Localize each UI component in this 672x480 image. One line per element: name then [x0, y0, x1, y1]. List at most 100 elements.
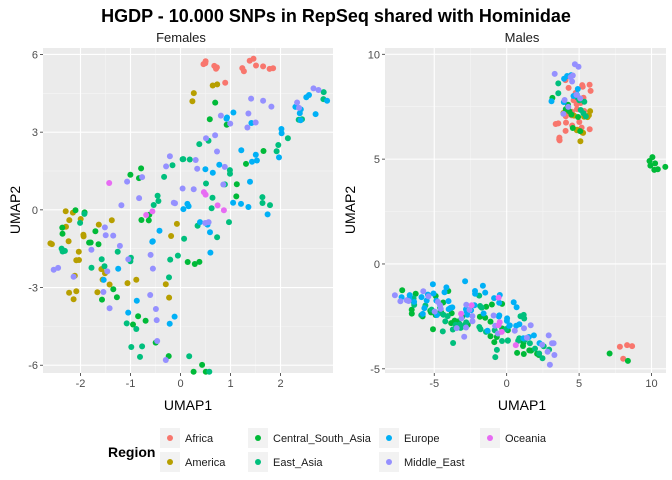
data-point-europe	[462, 278, 469, 285]
data-point-middle-east	[560, 110, 567, 117]
data-point-middle-east	[490, 312, 497, 319]
data-point-east-asia	[267, 202, 273, 209]
data-point-middle-east	[569, 72, 576, 79]
data-point-central-south-asia	[142, 317, 149, 324]
data-point-middle-east	[194, 165, 201, 172]
data-point-east-asia	[81, 210, 88, 217]
panel-title-males: Males	[505, 30, 540, 45]
data-point-middle-east	[116, 242, 123, 249]
plot-background	[43, 48, 333, 373]
data-point-europe	[491, 295, 498, 302]
data-point-east-asia	[61, 247, 68, 254]
data-point-america	[47, 240, 54, 247]
data-point-africa	[563, 119, 569, 126]
data-point-oceania	[495, 294, 502, 301]
data-point-middle-east	[124, 178, 131, 185]
legend-item-east-asia: East_Asia	[248, 452, 323, 472]
y-tick-label: 5	[374, 154, 380, 166]
data-point-europe	[207, 249, 214, 256]
data-point-middle-east	[190, 186, 197, 193]
legend-swatch	[487, 435, 493, 441]
y-axis-label: UMAP2	[7, 186, 23, 234]
data-point-europe	[171, 313, 178, 320]
data-point-america	[66, 289, 73, 296]
data-point-america	[190, 90, 197, 97]
data-point-middle-east	[545, 332, 552, 339]
legend-item-america: America	[160, 452, 226, 472]
data-point-america	[214, 81, 221, 88]
data-point-central-south-asia	[568, 111, 575, 118]
data-point-america	[166, 294, 173, 301]
data-point-europe	[429, 281, 436, 288]
data-point-oceania	[106, 180, 113, 186]
data-point-middle-east	[466, 306, 473, 313]
data-point-oceania	[214, 202, 221, 209]
data-point-middle-east	[294, 99, 301, 106]
data-point-middle-east	[569, 78, 576, 85]
data-point-east-asia	[439, 328, 446, 335]
data-point-central-south-asia	[624, 357, 631, 364]
panel-males: Males -5 0 5 10 -5 0 5 10 UMAP1 UMAP2	[342, 30, 669, 413]
data-point-middle-east	[551, 352, 558, 358]
x-tick-label: 10	[645, 378, 657, 390]
y-tick-label: 0	[374, 259, 380, 271]
data-point-east-asia	[186, 156, 193, 163]
data-point-central-south-asia	[92, 228, 99, 235]
legend-swatch	[386, 435, 392, 441]
data-point-east-asia	[88, 264, 95, 271]
data-point-east-asia	[442, 318, 449, 325]
data-point-europe	[506, 322, 513, 329]
y-tick-label: 3	[32, 127, 38, 139]
data-point-central-south-asia	[662, 163, 669, 170]
legend-label: Europe	[404, 433, 439, 445]
data-point-central-south-asia	[487, 333, 494, 340]
data-point-central-south-asia	[233, 181, 240, 188]
x-tick-labels: -5 0 5 10	[429, 373, 658, 390]
data-point-central-south-asia	[199, 361, 206, 368]
data-point-africa	[250, 55, 257, 62]
data-point-africa	[616, 343, 623, 350]
data-point-europe	[496, 312, 503, 319]
data-point-east-asia	[98, 256, 105, 263]
data-point-america	[173, 220, 180, 227]
legend-item-europe: Europe	[379, 428, 439, 448]
data-point-central-south-asia	[399, 287, 406, 294]
legend-swatch	[386, 459, 392, 465]
data-point-africa	[565, 84, 572, 91]
data-point-middle-east	[463, 324, 469, 331]
data-point-middle-east	[469, 318, 476, 325]
data-point-middle-east	[551, 70, 558, 77]
y-tick-label: 10	[368, 49, 380, 61]
data-point-europe	[464, 311, 471, 318]
data-point-europe	[278, 126, 285, 132]
data-point-america	[124, 280, 131, 287]
data-point-america	[95, 221, 102, 228]
data-point-east-asia	[536, 350, 543, 357]
data-point-europe	[479, 282, 486, 289]
data-point-central-south-asia	[430, 326, 436, 333]
x-tick-label: -1	[126, 378, 136, 390]
data-point-oceania	[468, 302, 475, 309]
legend-label: Middle_East	[404, 457, 465, 469]
data-point-east-asia	[259, 194, 266, 201]
x-axis-label: UMAP1	[164, 397, 212, 413]
data-point-east-asia	[492, 354, 499, 361]
data-point-europe	[100, 276, 107, 283]
data-point-europe	[503, 317, 510, 324]
legend-item-middle-east: Middle_East	[379, 452, 465, 472]
data-point-east-asia	[209, 194, 216, 201]
data-point-middle-east	[296, 104, 302, 111]
data-point-middle-east	[227, 120, 234, 127]
data-point-east-asia	[150, 202, 157, 208]
data-point-east-asia	[101, 263, 108, 270]
data-point-america	[94, 289, 101, 296]
data-point-middle-east	[136, 195, 143, 202]
data-point-america	[162, 281, 169, 288]
data-point-oceania	[220, 207, 227, 214]
data-point-east-asia	[463, 319, 470, 326]
gridlines	[43, 48, 333, 373]
data-point-central-south-asia	[59, 224, 66, 231]
data-point-central-south-asia	[487, 318, 494, 325]
data-point-central-south-asia	[127, 171, 134, 178]
